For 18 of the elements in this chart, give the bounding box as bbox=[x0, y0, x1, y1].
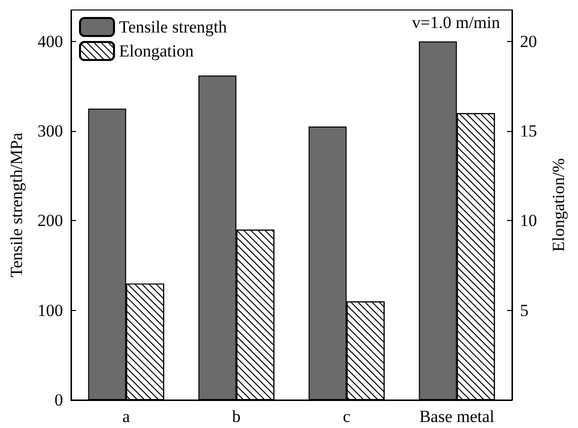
legend-label: Tensile strength bbox=[119, 18, 228, 36]
y2-tick-label: 5 bbox=[520, 300, 528, 320]
y-axis-title: Tensile strength/MPa bbox=[7, 132, 26, 278]
y2-axis-title: Elongation/% bbox=[549, 158, 568, 252]
legend-label: Elongation bbox=[119, 42, 194, 60]
y-tick-label: 100 bbox=[38, 300, 63, 320]
x-tick-label: b bbox=[232, 407, 241, 426]
y2-tick-label: 15 bbox=[520, 122, 537, 141]
annotation: v=1.0 m/min bbox=[412, 13, 500, 32]
y2-tick-label: 20 bbox=[520, 32, 537, 51]
x-tick-label: c bbox=[342, 407, 351, 426]
x-tick-label: a bbox=[122, 407, 130, 426]
y2-tick-label: 10 bbox=[520, 211, 537, 230]
y-tick-label: 0 bbox=[54, 390, 63, 410]
y-tick-label: 400 bbox=[38, 32, 63, 51]
y-tick-label: 200 bbox=[38, 211, 63, 230]
y-tick-label: 300 bbox=[38, 122, 63, 141]
x-tick-label: Base metal bbox=[419, 407, 495, 426]
